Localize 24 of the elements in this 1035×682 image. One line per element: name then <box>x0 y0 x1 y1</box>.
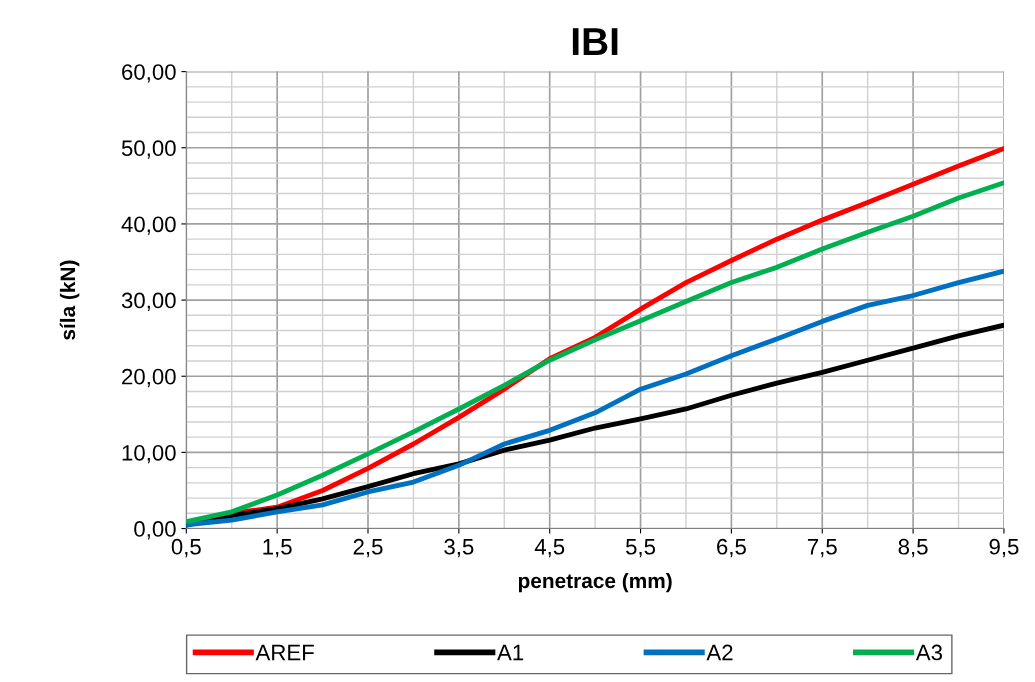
x-tick-label: 2,5 <box>353 538 383 558</box>
legend-label: A3 <box>915 644 943 661</box>
chart-title: IBI <box>572 28 618 55</box>
x-tick-label: 3,5 <box>444 538 474 558</box>
legend-label: A1 <box>497 644 524 661</box>
y-tick-label: 20,00 <box>122 368 176 388</box>
x-tick-label: 7,5 <box>807 539 837 558</box>
y-tick-label: 10,00 <box>122 444 176 464</box>
legend-label: AREF <box>255 644 314 661</box>
y-tick-label: 50,00 <box>121 140 176 159</box>
x-axis-title: penetrace (mm) <box>518 572 672 593</box>
legend-label: A2 <box>706 644 733 661</box>
x-tick-label: 1,5 <box>263 539 292 558</box>
x-tick-label: 5,5 <box>625 539 656 558</box>
x-tick-label: 8,5 <box>898 538 928 558</box>
x-tick-label: 0,5 <box>171 538 201 558</box>
y-tick-label: 30,00 <box>121 292 176 311</box>
y-tick-label: 40,00 <box>121 216 176 235</box>
y-axis-title: síla (kN) <box>59 260 80 340</box>
x-tick-label: 9,5 <box>989 538 1019 558</box>
x-tick-label: 4,5 <box>534 539 565 558</box>
y-tick-label: 60,00 <box>122 64 176 83</box>
x-tick-label: 6,5 <box>717 538 746 558</box>
y-tick-label: 0,00 <box>134 521 176 540</box>
